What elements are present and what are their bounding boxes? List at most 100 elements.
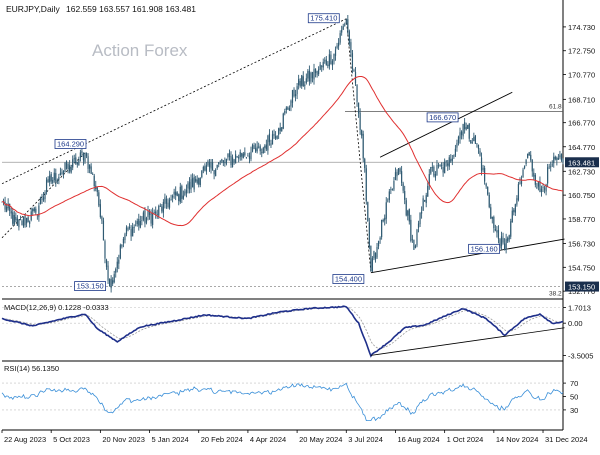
candle-body [84, 152, 86, 162]
candle-body [227, 154, 229, 158]
candle-body [294, 94, 297, 97]
candle-body [201, 170, 203, 178]
candle-body [251, 144, 254, 152]
candle-body [274, 136, 277, 139]
candle-body [411, 239, 413, 240]
candle-body [465, 126, 467, 130]
candle-body [153, 212, 155, 214]
candle-body [482, 167, 484, 170]
candle-body [59, 172, 62, 175]
candle-body [484, 168, 486, 182]
candle-body [124, 234, 126, 241]
candle-body [2, 200, 5, 202]
rsi-axis-tick-label: 70 [570, 379, 578, 388]
candle-body [367, 202, 369, 222]
time-axis-tick-label: 20 Nov 2023 [102, 435, 145, 444]
candle-body [231, 157, 234, 167]
frame-layer [2, 0, 564, 431]
candle-body [213, 170, 215, 175]
watermark: Action Forex [92, 41, 188, 60]
moving-average-line [2, 76, 564, 227]
candle-body [536, 186, 538, 188]
candle-body [156, 213, 158, 215]
candle-body [184, 191, 186, 196]
candle-body [73, 158, 75, 160]
candle-body [168, 199, 171, 208]
candle-body [387, 200, 389, 202]
candle-body [119, 245, 121, 259]
candle-body [64, 162, 66, 172]
candle-body [401, 171, 403, 183]
candle-body [433, 166, 435, 176]
candle-body [318, 69, 320, 75]
candle-body [417, 223, 420, 228]
annotation-text: 175.410 [310, 14, 337, 23]
candle-body [476, 143, 478, 145]
candle-body [165, 199, 168, 204]
candle-body [557, 157, 559, 160]
time-axis-tick-label: 3 Jul 2024 [348, 435, 383, 444]
time-axis-tick-label: 4 Apr 2024 [250, 435, 286, 444]
candle-body [359, 112, 361, 130]
candle-body [324, 60, 326, 62]
candle-body [500, 236, 503, 247]
candle-body [239, 152, 241, 158]
candle-body [562, 158, 564, 163]
candle-body [405, 200, 407, 216]
candle-body [365, 168, 367, 202]
time-axis-tick-label: 5 Oct 2023 [53, 435, 90, 444]
candle-body [450, 159, 452, 162]
candle-body [9, 203, 11, 211]
candle-body [99, 204, 101, 218]
candles [1, 15, 564, 293]
candle-body [314, 68, 317, 73]
candle-body [27, 217, 29, 223]
price-axis-tick-label: 172.750 [568, 47, 595, 56]
candle-body [228, 153, 231, 158]
annotation-box [426, 112, 459, 123]
candle-body [22, 216, 25, 227]
candle-body [241, 153, 243, 157]
candle-body [362, 133, 364, 159]
candle-body [110, 278, 112, 289]
candle-body [198, 178, 200, 185]
candle-body [32, 208, 34, 212]
candle-body [510, 221, 512, 237]
candle-body [42, 197, 45, 201]
candle-body [319, 64, 321, 70]
candle-body [29, 221, 31, 224]
candle-body [508, 235, 510, 240]
candle-body [132, 226, 134, 237]
candle-body [188, 181, 191, 190]
candle-body [357, 102, 360, 114]
candle-body [49, 175, 51, 183]
rsi-label: RSI(14) 56.1350 [4, 364, 59, 373]
candle-body [551, 164, 553, 166]
candle-body [491, 216, 493, 219]
candle-body [148, 211, 151, 215]
candle-body [218, 162, 220, 165]
candle-body [72, 159, 74, 168]
candle-body [338, 42, 340, 47]
candle-body [182, 195, 184, 199]
candle-body [282, 113, 284, 129]
candle-body [531, 160, 533, 172]
candle-body [102, 220, 105, 241]
candle-body [142, 212, 145, 220]
candle-body [302, 76, 304, 87]
candle-body [238, 157, 240, 159]
candle-body [462, 123, 464, 137]
candle-body [550, 166, 552, 168]
candle-body [447, 163, 449, 166]
candle-body [525, 159, 527, 164]
candle-body [448, 157, 450, 167]
candle-body [39, 197, 42, 205]
candle-body [204, 166, 206, 171]
candle-body [128, 227, 131, 228]
price-axis-tick-label: 168.710 [568, 95, 595, 104]
candle-body [454, 148, 457, 156]
candle-body [167, 202, 169, 208]
candle-body [53, 172, 55, 181]
candle-body [480, 157, 483, 171]
